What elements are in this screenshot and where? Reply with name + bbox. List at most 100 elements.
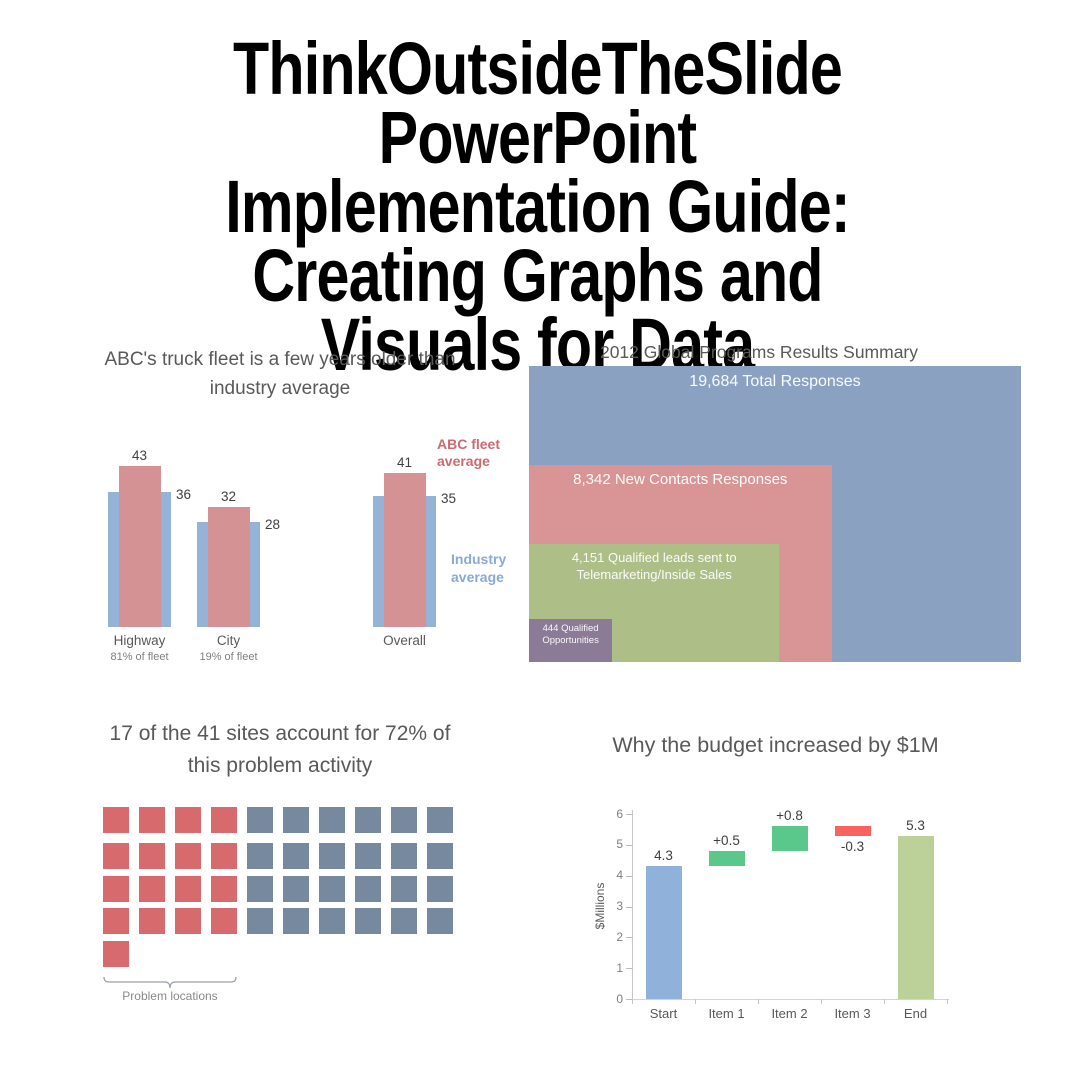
waterfall-plot-area: 0 1 2 3 4 5 6 4.3 Start +0.5 Item 1 +0.8 Item 2 -0.3 I…	[545, 725, 1055, 1035]
category-label: City	[216, 633, 241, 648]
legend-abc-line-1: ABC fleet	[437, 436, 501, 452]
waffle-square-problem	[175, 807, 201, 833]
y-tick-label: 5	[616, 837, 623, 852]
waffle-square-problem	[103, 876, 129, 902]
waffle-square-problem	[139, 843, 165, 869]
waffle-square-problem	[211, 908, 237, 934]
waffle-chart-title: 17 of the 41 sites account for 72% of th…	[40, 718, 520, 782]
results-summary-chart: 2012 Global Programs Results Summary 19,…	[529, 342, 1021, 662]
abc-fleet-bar	[118, 465, 161, 627]
y-axis-tick	[626, 906, 633, 908]
waterfall-chart: Why the budget increased by $1M $Million…	[545, 725, 1055, 1035]
waffle-square-problem	[211, 876, 237, 902]
waffle-square-problem	[103, 941, 129, 967]
legend-abc-line-2: average	[437, 453, 490, 469]
industry-value-label: 28	[265, 517, 281, 532]
fleet-chart-title-line-2: industry average	[209, 378, 351, 399]
waffle-square-normal	[283, 843, 309, 869]
waffle-square-normal	[427, 807, 453, 833]
waterfall-bar	[708, 851, 745, 867]
category-label: Overall	[383, 633, 426, 648]
waffle-square-normal	[427, 876, 453, 902]
x-axis-line	[632, 999, 949, 1000]
waffle-square-problem	[175, 908, 201, 934]
bracket-icon	[103, 976, 237, 989]
results-label-line: 444 Qualified	[542, 623, 599, 635]
waterfall-value-label: +0.5	[713, 833, 740, 849]
abc-value-label: 41	[396, 455, 413, 471]
category-sublabel: 81% of fleet	[110, 651, 169, 663]
y-axis-tick	[626, 814, 633, 816]
waffle-square-problem	[139, 908, 165, 934]
waffle-square-normal	[355, 807, 381, 833]
results-chart-title: 2012 Global Programs Results Summary	[599, 342, 919, 362]
x-axis-tick	[884, 999, 885, 1004]
results-label-line: Opportunities	[542, 635, 599, 647]
waffle-square-problem	[103, 843, 129, 869]
waterfall-value-label: +0.8	[776, 808, 803, 824]
waffle-chart: 17 of the 41 sites account for 72% of th…	[40, 712, 520, 1012]
waterfall-bar	[771, 826, 808, 851]
waffle-grid	[40, 712, 520, 1012]
waterfall-bar	[834, 826, 871, 836]
x-category-label: Item 3	[834, 1006, 871, 1021]
waffle-square-normal	[319, 807, 345, 833]
x-axis-tick	[821, 999, 822, 1004]
results-plot-area: 19,684 Total Responses 8,342 New Contacts…	[529, 366, 1021, 662]
waffle-square-normal	[247, 908, 273, 934]
y-axis-tick	[626, 999, 633, 1000]
slide-title-line-2: Implementation Guide:	[225, 165, 850, 248]
waffle-square-normal	[391, 843, 417, 869]
x-axis-tick	[632, 999, 633, 1004]
waterfall-bar	[897, 835, 934, 999]
y-tick-label: 4	[616, 868, 623, 883]
results-rect-label: 444 Qualified Opportunities	[529, 623, 612, 647]
waffle-square-problem	[103, 807, 129, 833]
results-label-line: 19,684 Total Responses	[689, 373, 861, 390]
abc-fleet-bar	[207, 507, 250, 627]
waterfall-bar	[645, 866, 682, 999]
waffle-square-normal	[391, 908, 417, 934]
fleet-chart-title: ABC's truck fleet is a few years older t…	[40, 345, 520, 403]
x-category-label: Item 1	[708, 1006, 745, 1021]
fleet-chart-title-line-1: ABC's truck fleet is a few years older t…	[104, 349, 456, 370]
waffle-square-problem	[103, 908, 129, 934]
abc-fleet-bar	[383, 473, 426, 627]
industry-value-label: 36	[176, 487, 192, 502]
y-axis-tick	[626, 875, 633, 877]
legend-industry: Industry average	[451, 550, 506, 586]
waffle-square-normal	[319, 876, 345, 902]
waffle-square-normal	[427, 908, 453, 934]
y-tick-label: 1	[616, 960, 623, 975]
waterfall-chart-title: Why the budget increased by $1M	[612, 733, 939, 757]
abc-value-label: 43	[131, 447, 148, 463]
waffle-square-normal	[427, 843, 453, 869]
results-label-line: 8,342 New Contacts Responses	[573, 470, 788, 488]
waffle-square-normal	[247, 843, 273, 869]
waffle-square-normal	[283, 876, 309, 902]
waffle-square-normal	[247, 807, 273, 833]
x-category-label: Start	[649, 1006, 678, 1021]
waffle-square-problem	[175, 876, 201, 902]
waterfall-value-label: 4.3	[654, 848, 673, 864]
category-label: Highway	[113, 633, 166, 648]
y-tick-label: 6	[616, 806, 623, 821]
y-axis-tick	[626, 968, 633, 970]
waffle-square-problem	[139, 807, 165, 833]
waterfall-value-label: -0.3	[840, 838, 865, 854]
waffle-square-normal	[247, 876, 273, 902]
legend-abc-fleet: ABC fleet average	[437, 436, 500, 470]
x-axis-tick	[947, 999, 948, 1004]
y-tick-label: 2	[616, 929, 623, 944]
legend-industry-line-1: Industry	[451, 551, 507, 567]
y-axis-line	[632, 810, 633, 999]
x-axis-tick	[758, 999, 759, 1004]
abc-value-label: 32	[220, 489, 237, 504]
y-axis-tick	[626, 844, 633, 846]
waffle-square-normal	[283, 908, 309, 934]
waffle-square-problem	[139, 876, 165, 902]
category-sublabel: 19% of fleet	[199, 651, 258, 663]
waffle-chart-title-line-2: this problem activity	[187, 754, 373, 777]
waffle-square-normal	[319, 908, 345, 934]
results-rect-label: 4,151 Qualified leads sent to Telemarketi…	[529, 549, 779, 583]
